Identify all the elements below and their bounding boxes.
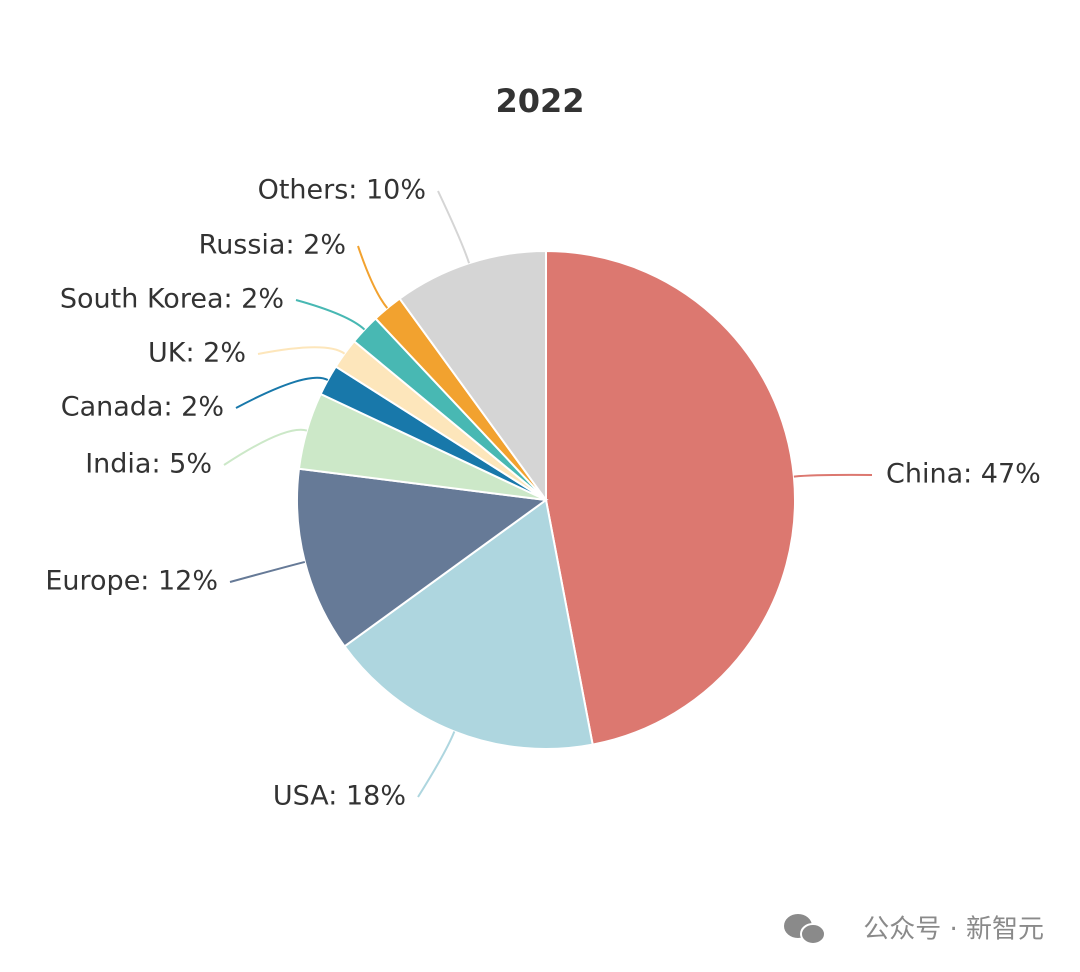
watermark-icon bbox=[784, 914, 826, 945]
data-label: UK: 2% bbox=[148, 338, 246, 369]
leader-line bbox=[223, 428, 308, 466]
leader-line bbox=[235, 376, 329, 409]
data-label: Others: 10% bbox=[258, 175, 426, 206]
data-label: China: 47% bbox=[886, 459, 1041, 490]
leader-line bbox=[295, 299, 366, 331]
leader-line bbox=[257, 346, 346, 355]
data-label: Russia: 2% bbox=[199, 230, 346, 261]
data-label: Canada: 2% bbox=[61, 392, 224, 423]
data-label: Europe: 12% bbox=[45, 566, 218, 597]
data-label: South Korea: 2% bbox=[60, 284, 284, 315]
leader-line bbox=[437, 190, 471, 264]
leader-line bbox=[417, 731, 456, 798]
data-label: USA: 18% bbox=[273, 781, 406, 812]
data-label: India: 5% bbox=[85, 449, 212, 480]
leader-line bbox=[793, 473, 873, 478]
pie-slice: China bbox=[545, 249, 796, 746]
chart-title: 2022 bbox=[495, 82, 584, 120]
watermark: 公众号 · 新智元 bbox=[863, 915, 1044, 945]
pie-slice: Europe bbox=[296, 467, 549, 648]
leader-line bbox=[357, 245, 389, 309]
leader-line bbox=[229, 560, 306, 583]
